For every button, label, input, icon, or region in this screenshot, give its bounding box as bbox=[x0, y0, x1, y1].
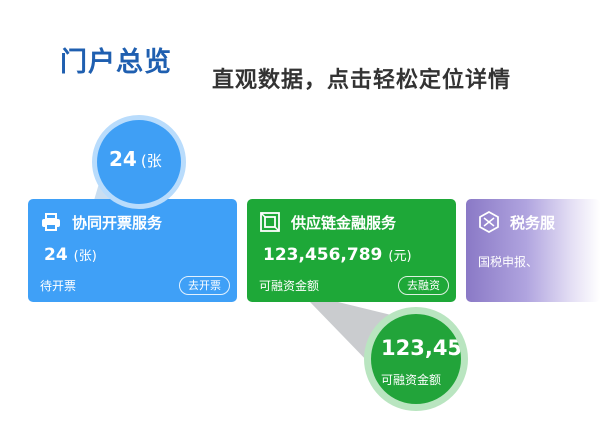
invoice-card-header: 协同开票服务 bbox=[40, 211, 162, 233]
invoice-service-card[interactable]: 协同开票服务 24 (张) 待开票 去开票 bbox=[28, 199, 237, 302]
crop-frame-icon bbox=[260, 212, 280, 232]
tax-card-caption: 国税申报、 bbox=[478, 255, 539, 269]
go-finance-button[interactable]: 去融资 bbox=[398, 276, 449, 295]
invoice-card-caption: 待开票 bbox=[40, 279, 77, 293]
finance-card-header: 供应链金融服务 bbox=[259, 211, 396, 233]
pending-invoice-value: 24 bbox=[44, 245, 68, 265]
hexagon-x-icon bbox=[479, 211, 499, 233]
financing-amount-unit: (元) bbox=[388, 249, 412, 264]
invoice-callout-value: 24 bbox=[109, 147, 137, 171]
invoice-callout-unit: (张 bbox=[140, 152, 162, 170]
invoice-callout-text: 24 (张 bbox=[109, 147, 162, 171]
invoice-card-title: 协同开票服务 bbox=[72, 213, 163, 232]
go-invoice-button[interactable]: 去开票 bbox=[179, 276, 230, 295]
page-title: 门户总览 bbox=[60, 47, 172, 78]
finance-card-title: 供应链金融服务 bbox=[291, 213, 397, 232]
tax-service-card[interactable]: 税务服 国税申报、 bbox=[466, 199, 600, 302]
finance-callout-caption: 可融资金额 bbox=[381, 373, 442, 387]
finance-service-card[interactable]: 供应链金融服务 123,456,789 (元) 可融资金额 去融资 bbox=[247, 199, 456, 302]
page-subtitle: 直观数据，点击轻松定位详情 bbox=[212, 68, 512, 93]
printer-icon bbox=[42, 213, 60, 231]
pending-invoice-count: 24 (张) bbox=[44, 245, 97, 265]
finance-callout-bubble: 123,456 可融资金额 bbox=[364, 307, 468, 411]
pending-invoice-unit: (张) bbox=[73, 249, 97, 264]
tax-card-header: 税务服 bbox=[478, 211, 555, 233]
finance-callout-value: 123,456 bbox=[381, 336, 468, 360]
tax-card-title: 税务服 bbox=[510, 213, 556, 232]
invoice-callout-bubble: 24 (张 bbox=[92, 115, 186, 209]
financing-amount: 123,456,789 (元) bbox=[263, 245, 412, 265]
finance-card-caption: 可融资金额 bbox=[259, 279, 320, 293]
financing-amount-value: 123,456,789 bbox=[263, 245, 383, 265]
